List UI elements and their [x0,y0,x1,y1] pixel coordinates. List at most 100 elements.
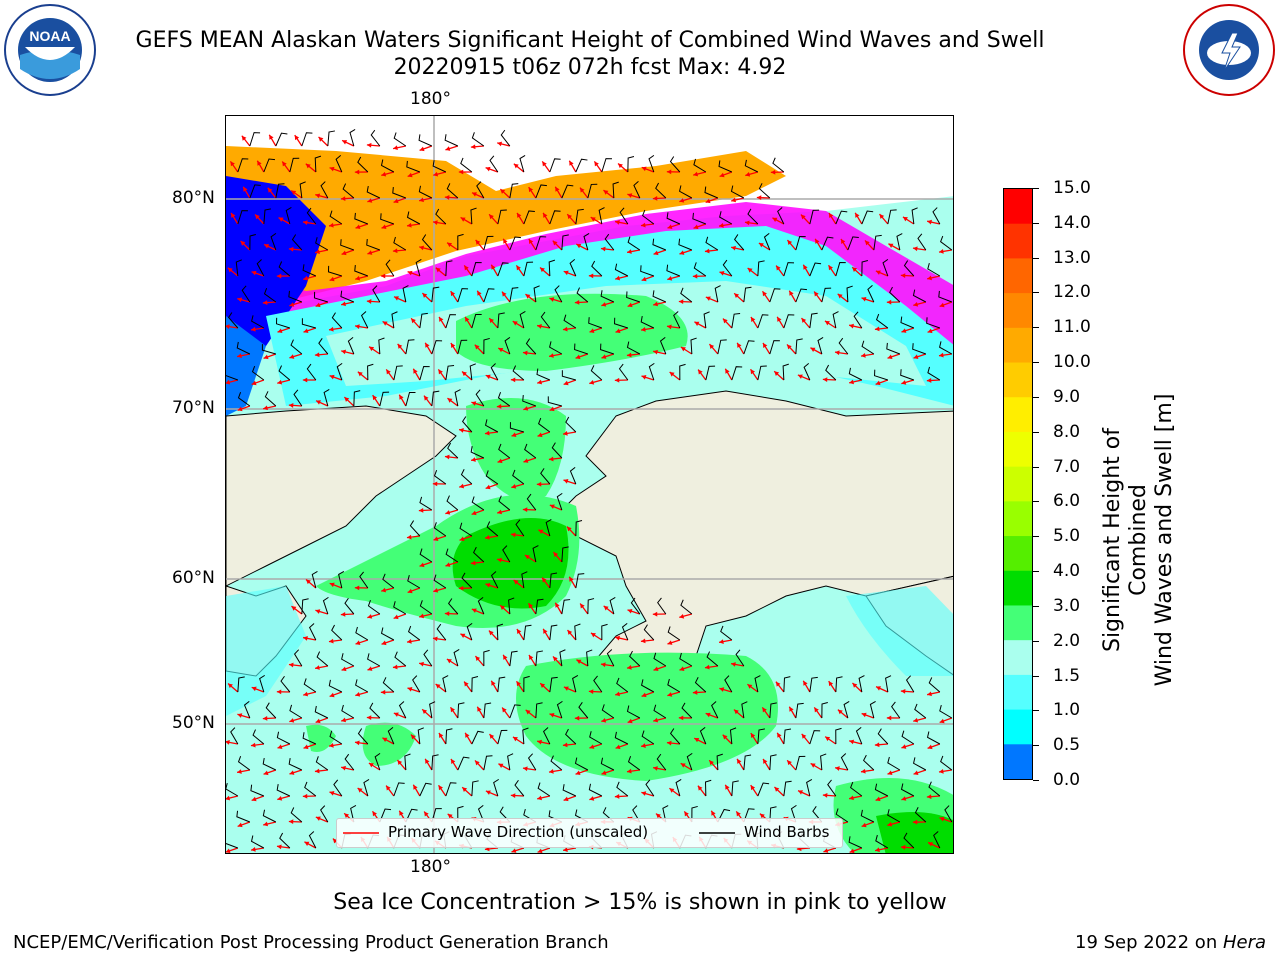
wind-barb [485,419,499,433]
wind-barb [939,704,953,719]
wave-arrow-head [711,810,716,816]
wave-arrow-head [485,166,491,172]
wave-arrow-head [928,842,934,847]
wind-barb [535,650,543,667]
map-legend: Primary Wave Direction (unscaled) Wind B… [336,818,843,848]
wave-arrow-head [575,354,581,360]
wave-arrow-head [460,633,466,639]
wave-arrow-head [615,691,620,697]
wave-arrow-head [462,371,467,377]
wind-barb [927,366,941,381]
wind-barb [237,210,248,225]
wave-arrow-head [251,796,257,802]
wave-arrow-head [528,239,534,245]
wind-barb [825,364,837,381]
lon-label-top: 180° [410,89,451,109]
wave-arrow-head [464,681,469,687]
wind-barb [600,343,615,355]
colorbar-tick [1033,431,1039,433]
wind-barb [288,290,303,303]
wind-barb [431,754,439,771]
wind-barb [835,676,843,693]
wind-barb [583,232,590,251]
wind-barb [504,336,511,355]
wind-barb [502,545,511,563]
wave-arrow-head [237,822,243,828]
wind-barb [323,388,330,407]
wave-direction-arrows [226,134,953,853]
wind-barb [548,259,556,277]
wind-barb [536,368,551,381]
wave-arrow-head [344,397,350,402]
colorbar-tick [1033,362,1039,364]
wave-arrow-head [762,707,767,713]
wave-arrow-head [344,813,350,819]
wave-arrow-head [439,316,444,322]
wave-arrow-head [861,712,867,718]
wind-barb [263,208,271,225]
wind-barb [418,185,433,199]
wind-barb [627,236,641,251]
wind-barb [574,343,589,355]
wind-barb [757,260,765,277]
wind-barb [905,675,915,693]
wind-barb [795,236,806,251]
colorbar-tick [1033,710,1039,712]
colorbar-tick-label: 7.0 [1053,456,1081,477]
wind-barb [508,597,515,615]
wind-barb [873,234,882,251]
wave-arrow-head [837,709,843,715]
wind-barb [276,784,291,797]
wind-barb [524,443,537,459]
wave-arrow-head [549,297,555,302]
wave-arrow-head [381,224,387,230]
wave-arrow-head [835,766,840,771]
wave-arrow-head [357,787,363,793]
wind-barb [900,316,915,329]
wave-arrow-head [549,353,554,358]
wave-arrow-head [522,350,528,356]
wind-barb [575,520,583,537]
wind-barb [497,262,509,277]
wind-barb [867,285,875,303]
wave-arrow-head [255,214,260,220]
wind-barb [601,158,612,173]
wind-barb [311,571,318,589]
wind-barb [711,701,719,719]
wind-barb [659,336,667,355]
wind-barbs [226,128,953,849]
wave-legend-line [343,832,379,834]
wind-barb [431,808,442,823]
wave-arrow-head [822,792,828,798]
wind-barb [532,545,539,563]
wind-barb [626,291,641,303]
wind-barb [471,676,479,693]
wave-arrow-head [563,847,568,852]
wave-arrow-head [510,532,516,538]
wave-arrow-head [329,276,335,282]
wind-barb [329,210,343,225]
wave-arrow-head [548,456,554,462]
wave-arrow-head [226,324,230,330]
wave-arrow-head [433,536,439,541]
wind-barb [328,679,343,693]
wave-arrow-head [641,743,646,748]
wind-barb [601,623,608,641]
colorbar-swatch [1004,640,1032,676]
wave-arrow-head [900,844,906,850]
wind-barb [604,233,615,251]
wave-arrow-head [329,791,335,796]
colorbar-tick-label: 4.0 [1053,561,1081,582]
wave-arrow-head [291,606,297,611]
wave-arrow-head [667,640,673,645]
wave-arrow-head [913,354,919,359]
wind-barb [735,649,745,667]
wind-barb [367,363,374,381]
wind-barb [483,702,492,719]
wind-barb [652,290,667,303]
wave-arrow-head [666,324,672,330]
colorbar-tick-label: 5.0 [1053,526,1081,547]
wind-barb [290,339,303,355]
wind-barb [433,522,447,537]
wave-arrow-head [537,848,543,853]
